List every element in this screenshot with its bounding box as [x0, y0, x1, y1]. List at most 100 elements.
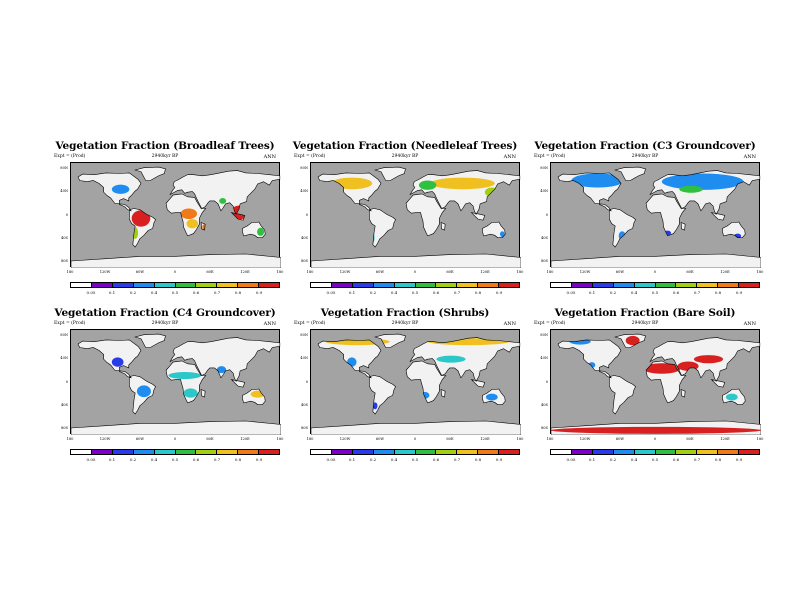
colorbar-swatch: [217, 450, 239, 454]
colorbar-swatch: [373, 450, 395, 454]
season-label: ANN: [503, 321, 516, 327]
vegetation-region: [588, 362, 596, 368]
coastline: [405, 360, 447, 404]
land-mass: [609, 208, 636, 247]
lon-tick-label: 60E: [686, 437, 694, 441]
colorbar-swatch: [739, 450, 760, 454]
land-mass: [711, 379, 725, 388]
lat-tick-label: 80N: [300, 165, 308, 170]
colorbar-label: 0.6: [672, 457, 680, 462]
lon-tick-label: 120W: [339, 270, 351, 274]
colorbar-label: 0.2: [369, 457, 377, 462]
coastline: [71, 253, 281, 268]
land-mass: [375, 167, 406, 181]
coastline: [470, 379, 486, 388]
lon-tick-label: 0: [653, 270, 657, 274]
colorbar-swatch: [592, 450, 614, 454]
land-mass: [406, 360, 446, 403]
land-mass: [231, 379, 245, 388]
land-mass: [201, 389, 206, 398]
colorbar-label: 0.5: [411, 457, 419, 462]
colorbar-swatch: [133, 283, 155, 287]
land-mass: [441, 222, 446, 231]
map-panel-c3: Vegetation Fraction (C3 Groundcover) Expt…: [530, 140, 763, 300]
land-mass: [609, 375, 636, 414]
coastline: [134, 333, 166, 348]
colorbar-label: 0.7: [213, 290, 221, 295]
vegetation-region: [168, 372, 202, 379]
colorbar-swatch: [457, 450, 479, 454]
colorbar-label: 0.2: [129, 290, 137, 295]
coastline: [77, 172, 142, 212]
colorbar-swatch: [91, 450, 113, 454]
coastline: [609, 375, 636, 415]
colorbar-swatch: [238, 283, 260, 287]
map-panel-c4: Vegetation Fraction (C4 Groundcover) Expt…: [50, 307, 283, 467]
coastline: [165, 193, 207, 237]
colorbar-swatch: [634, 283, 656, 287]
colorbar-swatch: [331, 450, 353, 454]
colorbar-swatch: [571, 283, 593, 287]
colorbar-swatch: [718, 283, 740, 287]
lat-tick-label: 80S: [60, 259, 68, 264]
colorbar-swatch: [71, 450, 92, 454]
lat-tick-label: 80N: [540, 165, 548, 170]
season-label: ANN: [263, 321, 276, 327]
lat-tick-label: 0: [305, 379, 308, 384]
land-mass: [471, 212, 485, 221]
colorbar-label: 0.4: [630, 457, 638, 462]
lon-tick-label: 180: [306, 437, 314, 441]
coastline: [722, 388, 746, 405]
map-panel-bare: Vegetation Fraction (Bare Soil) Expt = (P…: [530, 307, 763, 467]
lat-tick-label: 80S: [300, 426, 308, 431]
lon-tick-label: 120E: [480, 437, 490, 441]
colorbar-swatch: [655, 450, 677, 454]
coastline: [614, 333, 646, 348]
colorbar-label: 0.8: [474, 457, 482, 462]
colorbar-swatch: [175, 450, 197, 454]
colorbar-swatch: [592, 283, 614, 287]
lat-tick-label: 40S: [60, 235, 68, 240]
coastline: [482, 388, 506, 405]
lon-tick-label: 60W: [375, 270, 385, 274]
vegetation-region: [347, 357, 357, 367]
colorbar: [310, 449, 520, 455]
lat-tick-label: 0: [65, 212, 68, 217]
colorbar-swatch: [154, 283, 176, 287]
vegetation-region: [726, 393, 738, 401]
lon-tick-label: 60E: [446, 437, 454, 441]
coastline: [374, 333, 406, 348]
colorbar-label: 0.05: [326, 290, 336, 295]
vegetation-region: [551, 426, 761, 434]
lon-tick-label: 120E: [240, 270, 250, 274]
vegetation-region: [132, 227, 139, 239]
lat-tick-label: 80S: [60, 426, 68, 431]
vegetation-region: [183, 388, 198, 398]
coastline: [409, 170, 521, 215]
colorbar-label: 0.6: [672, 290, 680, 295]
world-map: [71, 166, 281, 268]
colorbar-label: 0.5: [651, 290, 659, 295]
lon-tick-label: 0: [413, 437, 417, 441]
lon-tick-label: 60E: [206, 270, 214, 274]
coastline: [230, 379, 246, 388]
coastline: [129, 208, 156, 248]
coastline: [710, 212, 726, 221]
coastline: [311, 253, 521, 268]
coastline: [242, 221, 266, 238]
vegetation-region: [372, 402, 378, 410]
colorbar-label: 0.6: [432, 290, 440, 295]
colorbar-swatch: [71, 283, 92, 287]
colorbar: [70, 282, 280, 288]
lat-tick-label: 0: [545, 379, 548, 384]
colorbar-swatch: [259, 450, 280, 454]
coastline: [557, 339, 622, 379]
colorbar-label: 0.05: [566, 457, 576, 462]
coastline: [200, 222, 206, 231]
colorbar-label: 0.9: [495, 457, 503, 462]
colorbar-swatch: [154, 450, 176, 454]
coastline: [311, 420, 521, 435]
lat-tick-label: 80N: [540, 332, 548, 337]
lon-tick-label: 60E: [686, 270, 694, 274]
colorbar-swatch: [551, 283, 572, 287]
